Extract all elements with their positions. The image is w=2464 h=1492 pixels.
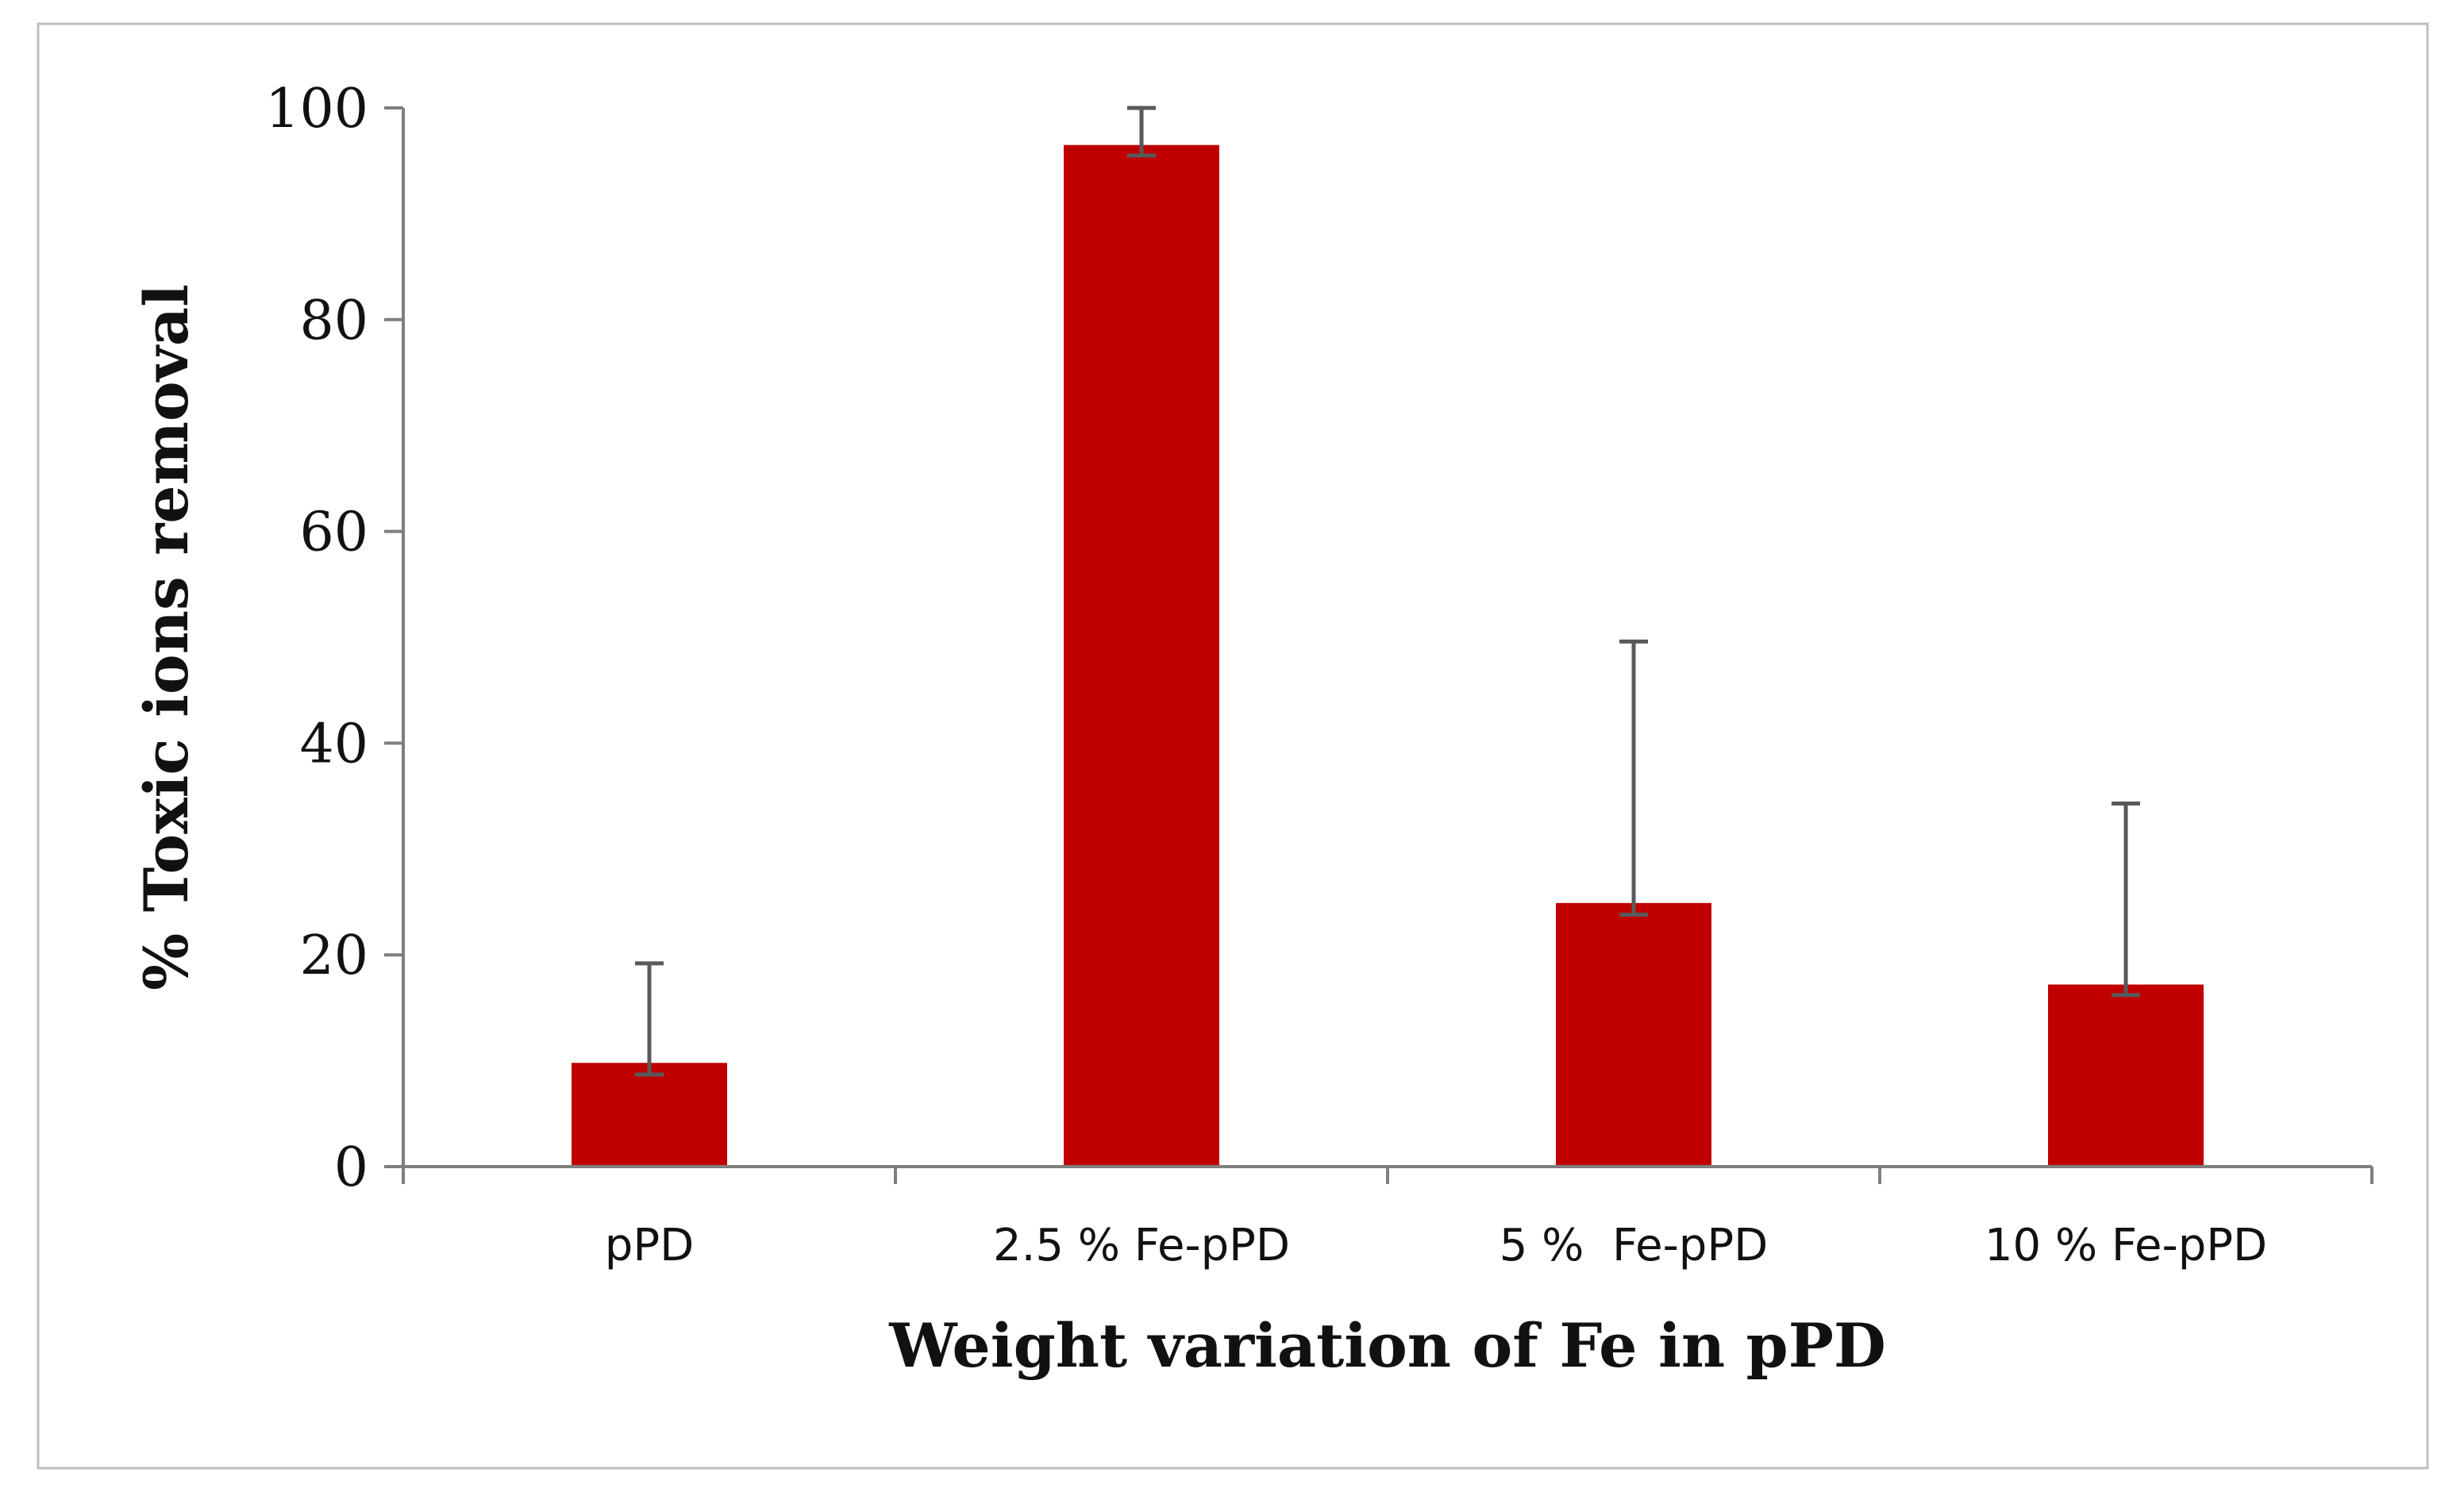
bar [1064,144,1219,1167]
y-axis-title: % Toxic ions removal [131,284,202,990]
x-tick-label: 10 % Fe-pPD [1985,1220,2267,1271]
y-tick-label: 20 [299,925,368,987]
y-tick-label: 100 [265,78,368,140]
x-axis-title: Weight variation of Fe in pPD [888,1310,1886,1381]
bar [2048,984,2204,1167]
bar [1556,902,1711,1167]
bars-group [572,144,2204,1167]
bar [572,1063,727,1167]
x-tick-label: pPD [605,1220,694,1271]
error-bars-group [635,106,2140,1077]
y-tick-label: 80 [299,290,368,352]
y-tick-label: 0 [334,1136,368,1199]
x-tick-label: 2.5 % Fe-pPD [993,1220,1290,1271]
y-tick-label: 40 [299,713,368,775]
x-tick-label: 5 % Fe-pPD [1500,1220,1769,1271]
y-axis-ticks: 0 20 40 60 80 100 [265,78,403,1199]
x-axis-tick-labels: pPD 2.5 % Fe-pPD 5 % Fe-pPD 10 % Fe-pPD [605,1220,2267,1271]
axes-group [402,108,2374,1184]
y-tick-label: 60 [299,502,368,564]
chart-border [37,22,2429,1470]
